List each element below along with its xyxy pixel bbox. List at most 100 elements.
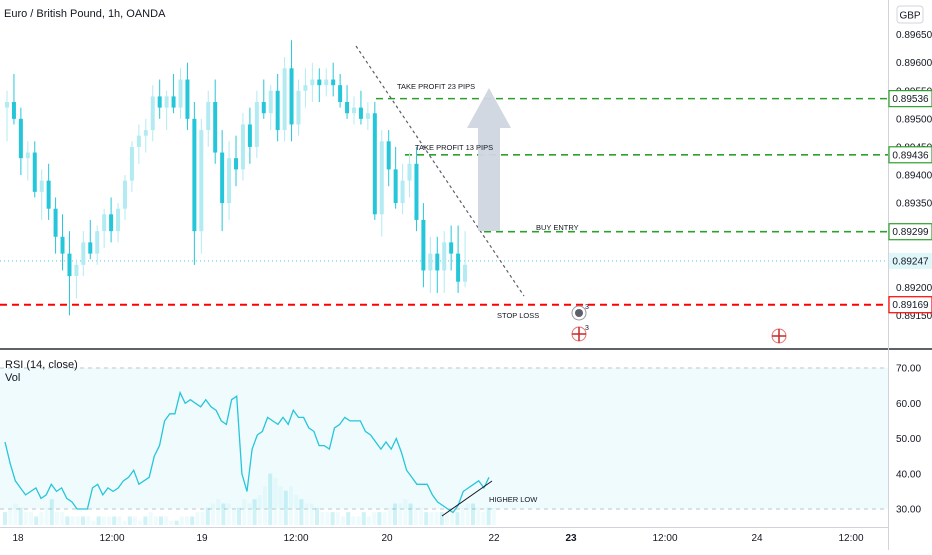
volume-bar (45, 508, 49, 525)
volume-bar (195, 512, 199, 525)
candle-body (442, 242, 446, 270)
volume-bar (24, 512, 28, 525)
candle-body (192, 119, 196, 231)
volume-bar (346, 512, 350, 525)
volume-bar (253, 499, 257, 525)
volume-bar (81, 516, 85, 525)
event-badge-cloud[interactable]: 3 (572, 304, 589, 320)
volume-bar (372, 512, 376, 525)
rsi-tick-label: 70.00 (896, 364, 921, 375)
volume-bar (398, 504, 402, 525)
volume-bar (279, 486, 283, 525)
volume-bar (133, 516, 137, 525)
rsi-tick-label: 60.00 (896, 399, 921, 410)
time-tick-label: 12:00 (652, 533, 677, 544)
price-tag-label: 0.89436 (892, 150, 929, 161)
volume-bar (419, 508, 423, 525)
volume-bar (471, 504, 475, 525)
volume-bar (8, 508, 12, 525)
price-tag-entry: 0.89299 (889, 224, 932, 240)
volume-bar (310, 504, 314, 525)
volume-bar (221, 504, 225, 525)
candle-body (401, 181, 405, 203)
volume-bar (138, 521, 142, 525)
price-tag-current: 0.89247 (889, 253, 932, 269)
candle-body (352, 108, 356, 114)
candle-body (151, 96, 155, 130)
candle-body (262, 102, 266, 113)
price-tick-label: 0.89200 (896, 283, 932, 294)
event-count: 3 (585, 304, 589, 311)
volume-bar (476, 508, 480, 525)
volume-bar (34, 516, 38, 525)
candle-body (33, 153, 37, 192)
volume-bar (201, 512, 205, 525)
volume-bar (86, 516, 90, 525)
event-badge-uk-flag[interactable]: 3 (572, 325, 589, 341)
candle-body (463, 265, 467, 282)
candle-body (5, 102, 9, 108)
volume-bar (128, 516, 132, 525)
volume-bar (237, 508, 241, 525)
price-tag-tp13: 0.89436 (889, 147, 932, 163)
volume-bar (175, 521, 179, 525)
volume-bar (315, 508, 319, 525)
time-tick-label: 12:00 (99, 533, 124, 544)
price-tick-label: 0.89600 (896, 58, 932, 69)
candle-body (338, 85, 342, 102)
volume-bar (414, 508, 418, 525)
volume-bar (3, 512, 7, 525)
candle-body (269, 91, 273, 113)
rsi-tick-label: 40.00 (896, 469, 921, 480)
candle-body (165, 96, 169, 107)
event-badge-uk-flag-2[interactable] (772, 329, 786, 343)
volume-bar (97, 516, 101, 525)
time-tick-label: 18 (12, 533, 24, 544)
candle-body (81, 242, 85, 264)
volume-bar (393, 504, 397, 525)
candle-body (54, 209, 58, 237)
candle-body (359, 108, 363, 119)
volume-bar (76, 516, 80, 525)
volume-bar (112, 516, 116, 525)
rsi-band (0, 368, 888, 509)
candle-body (408, 164, 412, 181)
volume-bar (247, 504, 251, 525)
candle-body (435, 254, 439, 271)
candle-body (373, 113, 377, 214)
candle-body (88, 242, 92, 253)
candle-body (206, 102, 210, 130)
volume-bar (154, 516, 158, 525)
price-tick-label: 0.89350 (896, 199, 932, 210)
candle-body (234, 158, 238, 169)
volume-bar (227, 504, 231, 525)
candle-body (366, 113, 370, 119)
volume-bar (305, 504, 309, 525)
entry-annotation: BUY ENTRY (536, 223, 579, 232)
volume-bar (50, 499, 54, 525)
price-tag-label: 0.89299 (892, 227, 929, 238)
stop-loss-annotation: STOP LOSS (497, 311, 539, 320)
volume-bar (388, 508, 392, 525)
volume-bar (455, 512, 459, 525)
rsi-tick-label: 50.00 (896, 434, 921, 445)
candle-body (255, 102, 259, 147)
rsi-tick-label: 30.00 (896, 505, 921, 516)
volume-bar (159, 516, 163, 525)
chart-title: Euro / British Pound, 1h, OANDA (4, 8, 166, 20)
volume-bar (242, 499, 246, 525)
candle-body (387, 141, 391, 169)
time-tick-label: 12:00 (283, 533, 308, 544)
candle-body (185, 80, 189, 119)
volume-bar (299, 499, 303, 525)
event-count: 3 (585, 325, 589, 332)
rsi-axis-ticks: 70.00 60.00 50.00 40.00 30.00 (896, 364, 921, 516)
price-axis-ticks: 0.896500.896000.895500.895000.894500.894… (896, 30, 932, 322)
candle-body (290, 68, 294, 124)
volume-bar (268, 474, 272, 525)
volume-bar (341, 516, 345, 525)
volume-bar (164, 516, 168, 525)
volume-bar (29, 512, 33, 525)
volume-bar (435, 512, 439, 525)
